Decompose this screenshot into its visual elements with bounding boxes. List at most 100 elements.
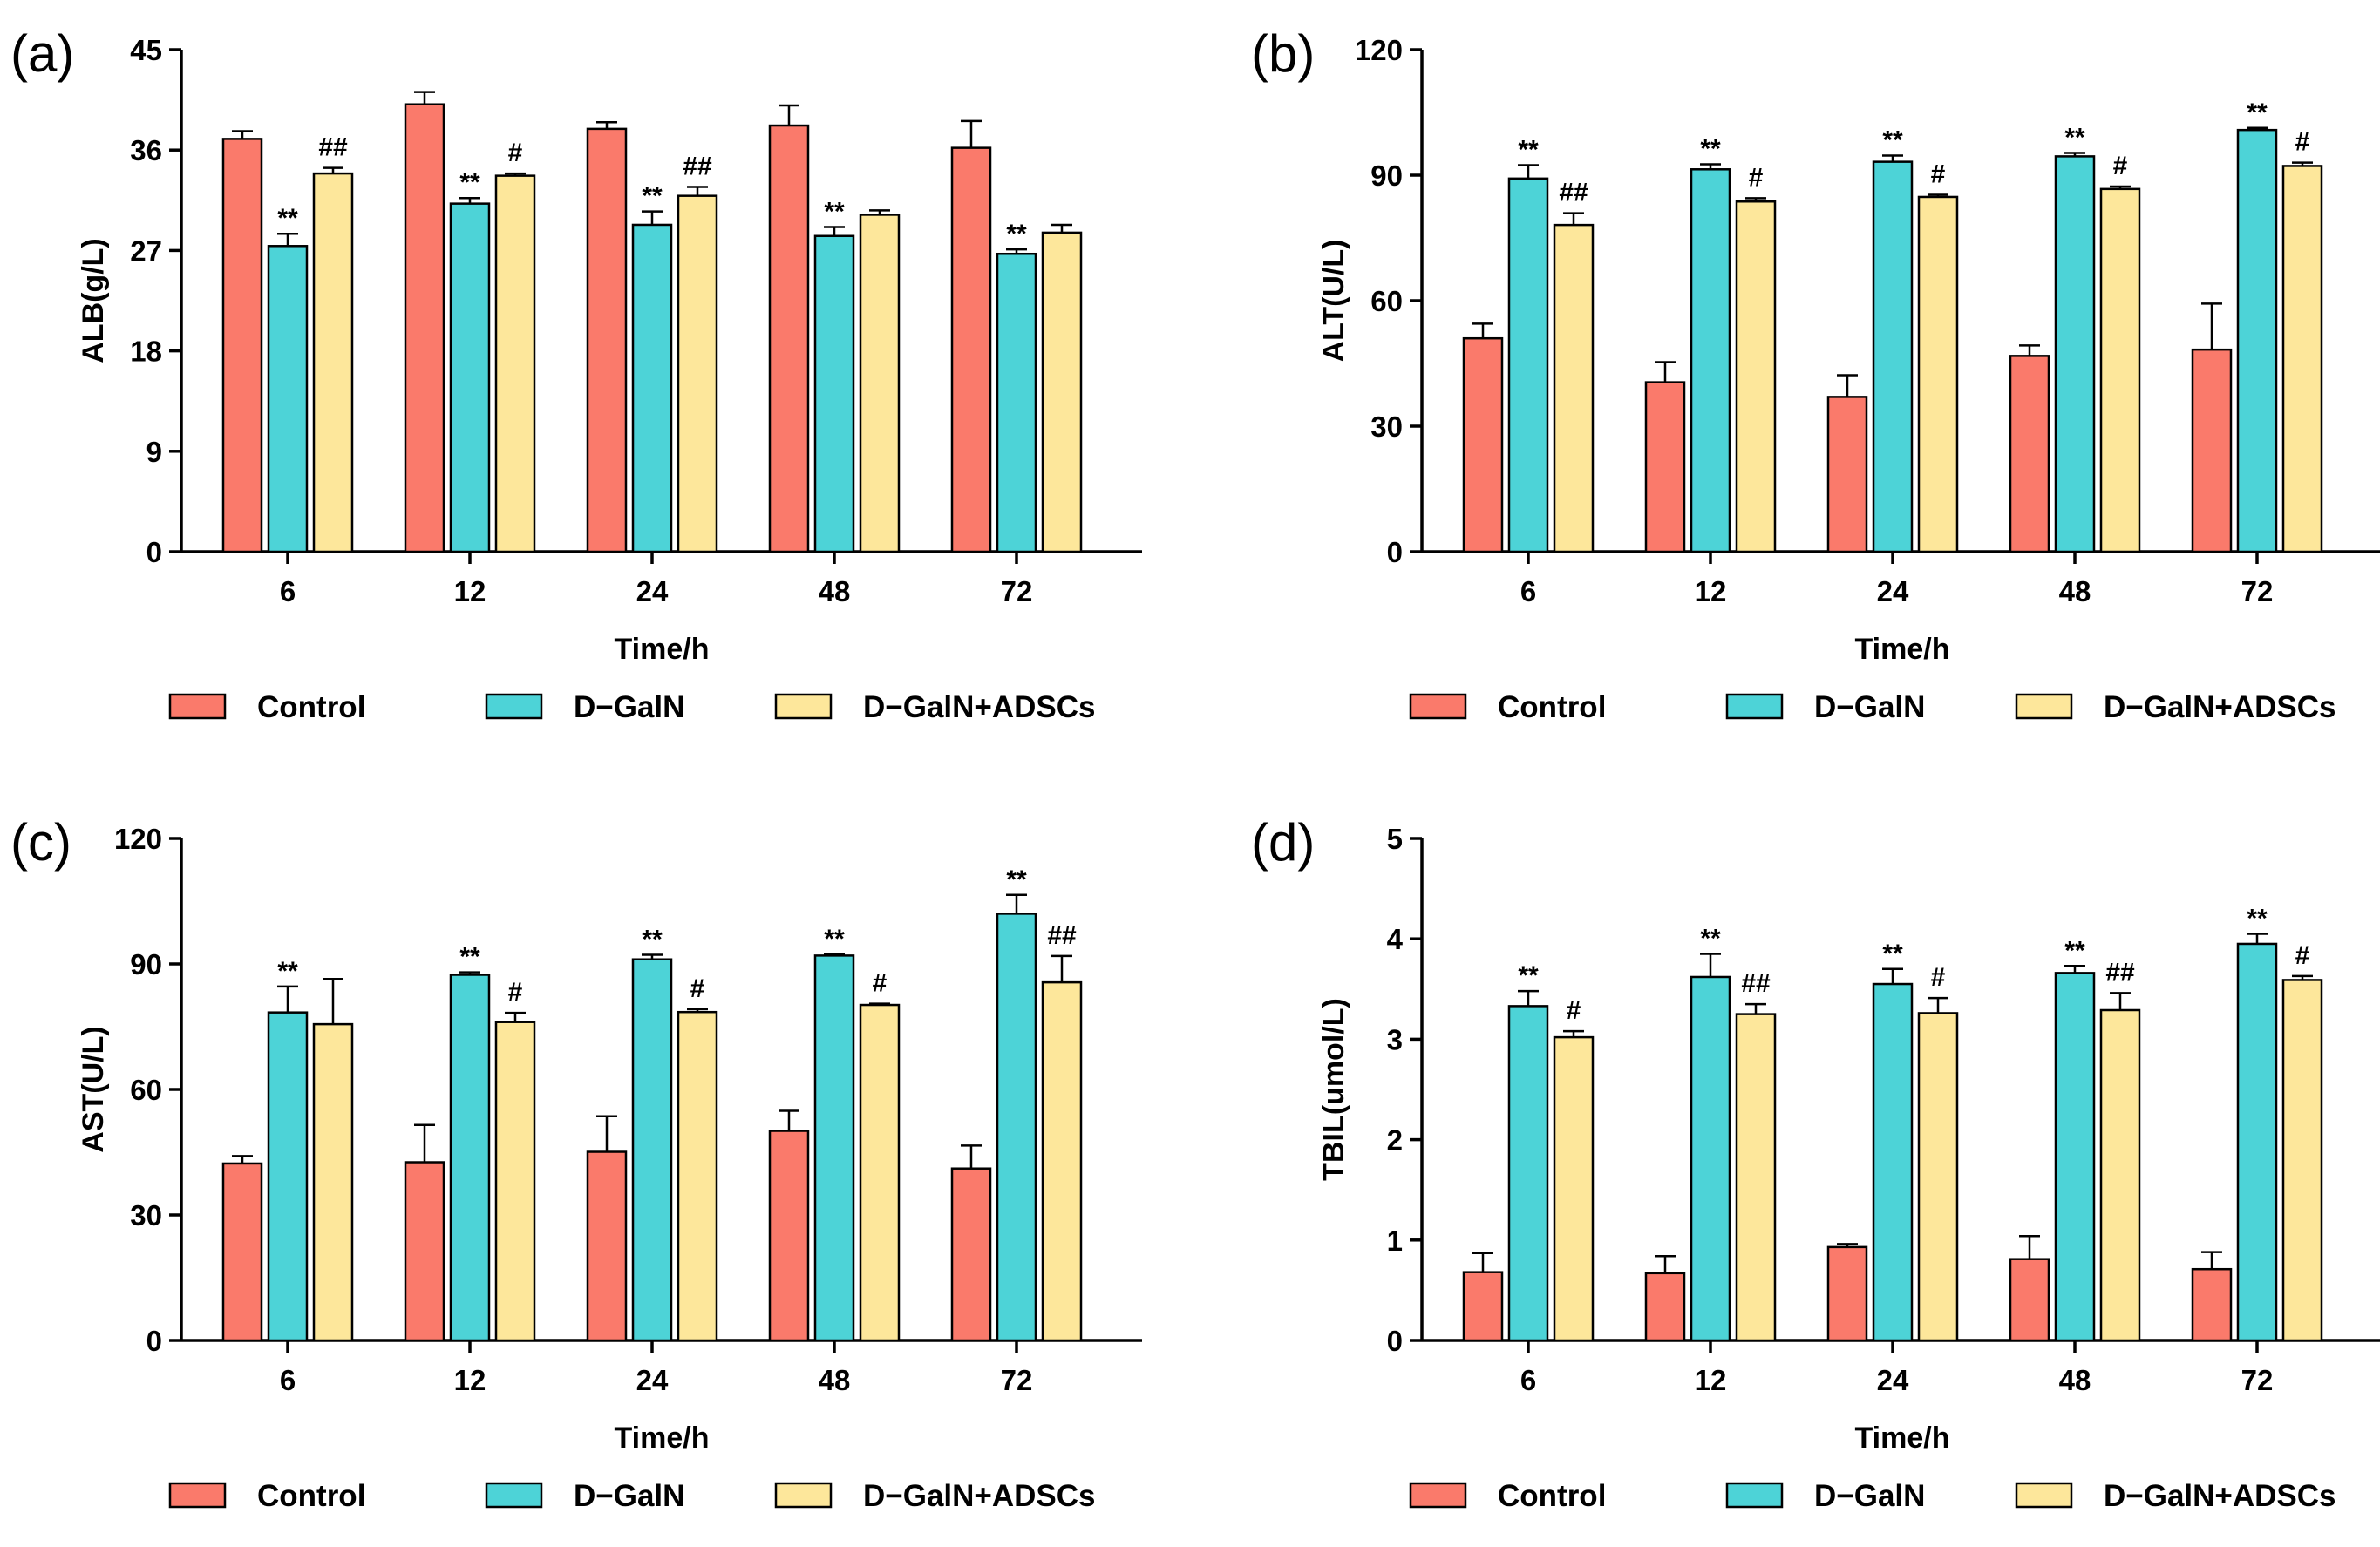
legend-label: D−GalN: [574, 690, 684, 724]
bar: [859, 1003, 901, 1342]
significance-marker: **: [2247, 904, 2268, 933]
bar: [2236, 128, 2278, 553]
significance-marker: ##: [1047, 921, 1077, 950]
bar: [2099, 187, 2141, 553]
significance-marker: **: [1518, 961, 1539, 990]
y-tick-label: 27: [130, 234, 162, 267]
bar: [1644, 1272, 1686, 1342]
bar: [449, 974, 491, 1342]
legend-label: D−GalN+ADSCs: [863, 690, 1095, 724]
x-tick-label: 6: [280, 1364, 296, 1396]
significance-marker: **: [1006, 865, 1027, 894]
bar: [586, 1150, 628, 1342]
bar: [312, 172, 354, 553]
bar: [1041, 231, 1083, 553]
bar: [494, 1021, 536, 1342]
bar: [2054, 155, 2096, 553]
bar: [1735, 1013, 1777, 1342]
x-tick-label: 12: [454, 1364, 486, 1396]
bar: [631, 958, 673, 1342]
significance-marker: **: [459, 943, 480, 972]
bar: [2281, 979, 2323, 1342]
bar: [813, 234, 855, 553]
bar: [2281, 165, 2323, 553]
significance-marker: #: [2113, 152, 2128, 180]
chart-panel-4: (d)012345TBIL(umol/L)6**#12**##24**#48**…: [1251, 813, 2380, 1513]
panel-label: (c): [10, 813, 71, 872]
legend-label: Control: [1498, 1479, 1606, 1513]
x-tick-label: 72: [2241, 1364, 2274, 1396]
significance-marker: **: [1518, 135, 1539, 164]
bar: [1872, 160, 1914, 553]
significance-marker: #: [1567, 996, 1581, 1025]
x-tick-label: 6: [1520, 575, 1536, 607]
x-tick-label: 48: [819, 1364, 851, 1396]
bar: [1826, 396, 1868, 553]
significance-marker: ##: [1559, 179, 1588, 207]
legend-label: D−GalN+ADSCs: [2104, 690, 2336, 724]
bar: [1041, 980, 1083, 1342]
significance-marker: #: [690, 974, 705, 1003]
legend-label: D−GalN: [1814, 1479, 1925, 1513]
significance-marker: **: [2064, 124, 2085, 153]
y-tick-label: 120: [114, 823, 162, 855]
y-tick-label: 0: [1387, 536, 1403, 568]
legend-label: Control: [257, 1479, 365, 1513]
bar: [267, 245, 309, 553]
bar: [2236, 942, 2278, 1342]
significance-marker: ##: [318, 133, 348, 162]
significance-marker: **: [459, 168, 480, 197]
x-tick-label: 24: [636, 575, 669, 607]
bar: [221, 1162, 263, 1342]
legend-swatch: [485, 693, 543, 720]
y-tick-label: 1: [1387, 1225, 1403, 1257]
y-axis-title: TBIL(umol/L): [1317, 998, 1350, 1181]
y-tick-label: 30: [1370, 410, 1403, 443]
bar: [813, 954, 855, 1342]
y-tick-label: 4: [1387, 923, 1404, 955]
bar: [996, 913, 1037, 1342]
y-axis-title: ALT(U/L): [1317, 240, 1350, 363]
y-tick-label: 36: [130, 134, 162, 166]
y-tick-label: 45: [130, 34, 162, 66]
legend-swatch: [168, 1482, 227, 1509]
significance-marker: **: [1006, 220, 1027, 248]
legend: Control D−GalN D−GalN+ADSCs: [1409, 690, 2336, 724]
bar: [1507, 177, 1549, 553]
legend-swatch: [774, 1482, 833, 1509]
bar: [449, 202, 491, 553]
bar: [1690, 975, 1731, 1342]
significance-marker: **: [277, 957, 298, 986]
y-tick-label: 18: [130, 336, 162, 368]
significance-marker: ##: [683, 152, 712, 180]
bar: [1917, 195, 1959, 553]
bar: [2054, 972, 2096, 1342]
x-tick-label: 72: [1001, 575, 1033, 607]
bar: [677, 194, 718, 553]
x-axis-title: Time/h: [1855, 633, 1950, 666]
bar: [1507, 1005, 1549, 1342]
legend-swatch: [2015, 1482, 2073, 1509]
bar: [267, 1011, 309, 1342]
legend-label: D−GalN: [1814, 690, 1925, 724]
significance-marker: **: [1700, 924, 1721, 953]
significance-marker: #: [2295, 128, 2310, 157]
significance-marker: **: [824, 198, 845, 227]
legend-label: D−GalN+ADSCs: [2104, 1479, 2336, 1513]
significance-marker: ##: [1741, 969, 1771, 998]
legend-swatch: [485, 1482, 543, 1509]
bar: [1553, 1035, 1595, 1342]
significance-marker: #: [508, 139, 523, 167]
bar: [950, 1167, 992, 1342]
bar: [631, 223, 673, 553]
significance-marker: **: [642, 925, 663, 953]
bar: [1462, 1271, 1504, 1342]
bar: [677, 1010, 718, 1342]
legend-label: Control: [1498, 690, 1606, 724]
bar: [2009, 1258, 2050, 1342]
bar: [1553, 223, 1595, 553]
legend-swatch: [1409, 1482, 1467, 1509]
significance-marker: #: [873, 969, 887, 998]
y-tick-label: 30: [130, 1199, 162, 1231]
